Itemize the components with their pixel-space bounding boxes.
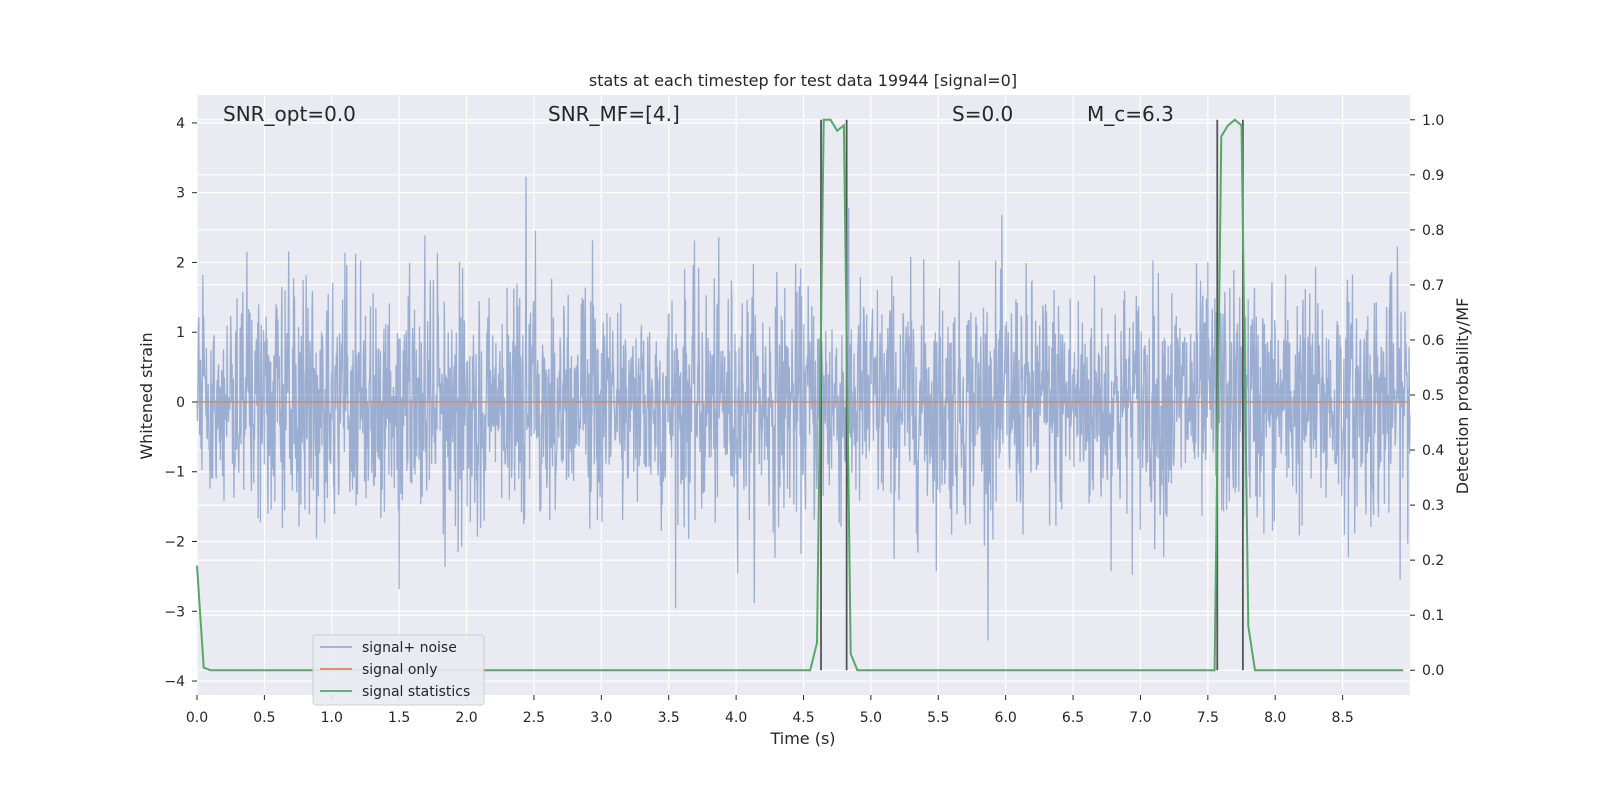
y-tick-label: 4: [176, 116, 185, 132]
y-right-tick-label: 0.6: [1422, 333, 1444, 349]
annotation-s: S=0.0: [952, 102, 1013, 126]
x-tick-label: 6.5: [1062, 710, 1084, 726]
y-right-tick-label: 0.9: [1422, 168, 1444, 184]
y-tick-label: −3: [164, 604, 185, 620]
noise-series: [196, 176, 1411, 641]
x-tick-label: 2.0: [455, 710, 477, 726]
y-right-tick-label: 0.2: [1422, 553, 1444, 569]
y-tick-label: −1: [164, 465, 185, 481]
y-ticks-right: 0.0 0.1 0.2 0.3 0.4 0.5 0.6 0.7 0.8 0.9 1.0: [1410, 113, 1444, 679]
x-tick-label: 1.5: [388, 710, 410, 726]
legend-label-noise: signal+ noise: [362, 640, 457, 656]
y-right-tick-label: 0.8: [1422, 223, 1444, 239]
x-tick-label: 2.5: [523, 710, 545, 726]
x-tick-label: 8.5: [1331, 710, 1353, 726]
x-tick-label: 6.0: [995, 710, 1017, 726]
noise-line: [196, 176, 1411, 641]
x-tick-label: 4.0: [725, 710, 747, 726]
y-tick-label: −4: [164, 674, 185, 690]
x-tick-label: 3.0: [590, 710, 612, 726]
y-right-tick-label: 0.3: [1422, 498, 1444, 514]
x-tick-label: 5.5: [927, 710, 949, 726]
x-axis-label: Time (s): [769, 729, 835, 748]
y-axis-right-label: Detection probability/MF: [1453, 298, 1472, 495]
chart-title: stats at each timestep for test data 199…: [589, 71, 1017, 90]
legend-box: [312, 634, 485, 706]
y-tick-label: 0: [176, 395, 185, 411]
y-right-tick-label: 0.4: [1422, 443, 1444, 459]
legend-label-signal: signal only: [362, 662, 437, 678]
x-ticks: 0.0 0.5 1.0 1.5 2.0 2.5 3.0 3.5 4.0 4.5 5.0 5.5 6.0 6…: [186, 695, 1354, 726]
y-right-tick-label: 0.7: [1422, 278, 1444, 294]
x-tick-label: 5.0: [860, 710, 882, 726]
y-tick-label: 1: [176, 325, 185, 341]
legend: signal+ noise signal only signal statist…: [312, 634, 485, 706]
x-tick-label: 8.0: [1264, 710, 1286, 726]
y-axis-label: Whitened strain: [137, 332, 156, 459]
annotation-snr-opt: SNR_opt=0.0: [223, 102, 356, 126]
x-tick-label: 0.5: [253, 710, 275, 726]
y-right-tick-label: 1.0: [1422, 113, 1444, 129]
x-tick-label: 1.0: [321, 710, 343, 726]
x-tick-label: 3.5: [658, 710, 680, 726]
x-tick-label: 7.0: [1129, 710, 1151, 726]
y-right-tick-label: 0.0: [1422, 663, 1444, 679]
legend-label-stats: signal statistics: [362, 684, 470, 700]
annotation-mc: M_c=6.3: [1087, 102, 1174, 126]
y-tick-label: 2: [176, 255, 185, 271]
annotation-snr-mf: SNR_MF=[4.]: [548, 102, 680, 126]
y-tick-label: 3: [176, 186, 185, 202]
y-right-tick-label: 0.5: [1422, 388, 1444, 404]
y-right-tick-label: 0.1: [1422, 608, 1444, 624]
x-tick-label: 0.0: [186, 710, 208, 726]
y-tick-label: −2: [164, 535, 185, 551]
y-ticks: −4 −3 −2 −1 0 1 2 3 4: [164, 116, 197, 690]
x-tick-label: 7.5: [1197, 710, 1219, 726]
x-tick-label: 4.5: [792, 710, 814, 726]
